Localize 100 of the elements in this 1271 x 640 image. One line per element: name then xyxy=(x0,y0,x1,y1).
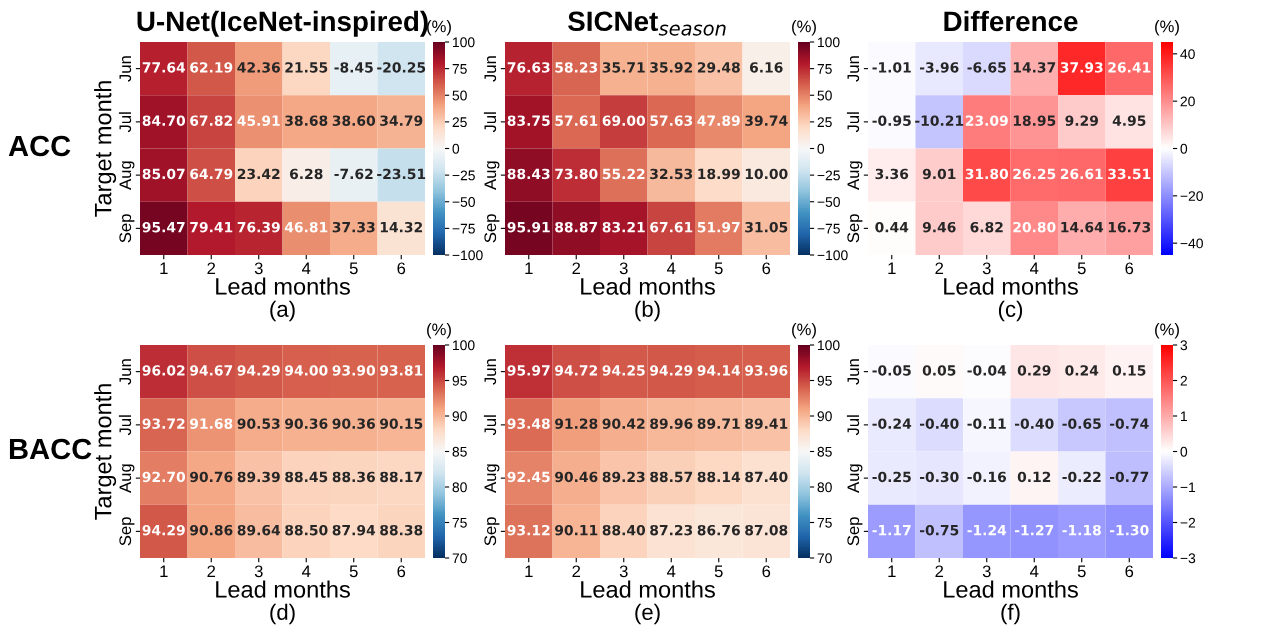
data-label: -0.16 xyxy=(967,471,1007,483)
y-tick-label: Aug xyxy=(847,464,863,493)
color-bar-label: 90 xyxy=(817,411,832,422)
x-tick-label: 6 xyxy=(762,565,771,578)
data-label: 95.97 xyxy=(507,365,550,376)
color-bar-label: 100 xyxy=(818,37,840,48)
color-bar-label: −3 xyxy=(1180,553,1196,564)
data-label: 94.67 xyxy=(190,365,233,376)
y-tick-label: Jun xyxy=(119,359,132,385)
x-axis-title: Lead months xyxy=(581,277,715,295)
color-bar-label: 40 xyxy=(1180,49,1195,59)
data-label: 21.55 xyxy=(285,62,328,73)
y-tick-label: Aug xyxy=(119,464,135,493)
data-label: 18.95 xyxy=(1013,115,1056,126)
data-label: 14.37 xyxy=(1013,62,1056,73)
color-bar-label: −2 xyxy=(1180,517,1196,528)
color-bar-label: 50 xyxy=(452,90,467,101)
x-tick-label: 5 xyxy=(1077,262,1086,275)
data-label: 96.02 xyxy=(142,365,185,376)
color-bar-label: 0 xyxy=(1180,143,1188,154)
x-tick-label: 5 xyxy=(714,565,723,578)
color-bar-label: −100 xyxy=(452,250,483,261)
color-bar-label: 95 xyxy=(452,375,467,386)
text: (e) xyxy=(635,603,660,625)
data-label: 6.28 xyxy=(289,168,323,180)
data-label: 38.68 xyxy=(285,115,328,126)
x-tick-label: 5 xyxy=(349,565,358,578)
color-bar-label: 25 xyxy=(817,117,832,128)
y-axis-title: Target month xyxy=(94,81,117,217)
x-tick-label: 6 xyxy=(397,565,406,578)
data-label: -23.51 xyxy=(377,168,426,180)
color-bar-label: 100 xyxy=(453,340,475,351)
x-tick-label: 3 xyxy=(254,565,263,578)
data-label: -0.40 xyxy=(919,418,959,429)
x-tick-label: 3 xyxy=(982,262,991,275)
data-label: 93.48 xyxy=(507,418,550,429)
color-bar-label: 20 xyxy=(1180,96,1195,107)
data-label: -0.75 xyxy=(919,524,959,536)
data-label: -1.24 xyxy=(967,524,1007,536)
color-bar-title: (%) xyxy=(1155,20,1179,36)
data-label: 46.81 xyxy=(284,221,328,233)
y-tick-label: Jun xyxy=(119,56,132,82)
color-bar-label: 100 xyxy=(818,340,840,351)
data-label: 94.72 xyxy=(555,365,598,376)
data-label: 94.14 xyxy=(697,365,741,376)
y-tick-label: Jun xyxy=(484,359,497,385)
x-axis-title: Lead months xyxy=(216,580,350,598)
color-bar-label: −1 xyxy=(1180,482,1196,493)
x-tick-label: 4 xyxy=(1030,262,1039,275)
x-tick-label: 3 xyxy=(254,262,263,275)
data-label: 57.61 xyxy=(555,115,598,126)
data-label: 20.80 xyxy=(1013,221,1056,233)
data-label: 87.08 xyxy=(745,524,788,536)
data-label: -10.21 xyxy=(915,115,964,126)
text: (d) xyxy=(270,603,295,625)
color-bar-title: (%) xyxy=(1155,323,1179,339)
data-label: 37.33 xyxy=(332,221,375,233)
data-label: 90.86 xyxy=(190,524,233,536)
color-bar-label: −20 xyxy=(1180,191,1203,201)
y-tick-label: Jul xyxy=(483,415,497,436)
data-label: 89.23 xyxy=(602,471,645,483)
data-label: -20.25 xyxy=(377,62,426,73)
data-label: 85.07 xyxy=(142,168,185,180)
data-label: 31.80 xyxy=(965,168,1009,180)
data-label: 92.45 xyxy=(507,471,550,483)
data-label: 88.17 xyxy=(380,471,423,483)
data-label: -0.40 xyxy=(1014,418,1054,429)
data-label: -0.74 xyxy=(1109,418,1149,429)
x-tick-label: 6 xyxy=(1125,262,1134,275)
x-axis-title: Lead months xyxy=(216,277,350,295)
data-label: -0.95 xyxy=(872,115,911,126)
y-tick-label: Jun xyxy=(847,56,860,82)
x-tick-label: 4 xyxy=(302,565,311,578)
data-label: 90.15 xyxy=(380,418,423,429)
data-label: 14.64 xyxy=(1061,221,1104,233)
data-label: -0.77 xyxy=(1109,471,1149,483)
color-bar-label: −50 xyxy=(817,197,840,207)
color-bar-label: −50 xyxy=(452,197,475,207)
x-axis-title: Lead months xyxy=(944,277,1078,295)
x-axis-title: Lead months xyxy=(944,580,1078,598)
data-label: 94.29 xyxy=(237,365,280,376)
data-label: 47.89 xyxy=(697,115,740,126)
data-label: -0.65 xyxy=(1062,418,1101,429)
color-bar-label: −40 xyxy=(1180,238,1203,249)
data-label: 16.73 xyxy=(1108,221,1151,233)
x-tick-label: 6 xyxy=(762,262,771,275)
color-bar-label: 80 xyxy=(452,482,467,493)
data-label: 69.00 xyxy=(602,115,646,126)
data-label: 95.47 xyxy=(142,221,185,233)
data-label: 86.76 xyxy=(697,524,740,536)
data-label: 88.87 xyxy=(555,221,598,233)
data-label: 29.48 xyxy=(697,62,740,73)
data-label: -0.22 xyxy=(1062,471,1101,483)
data-label: 18.99 xyxy=(698,168,740,180)
data-label: 0.29 xyxy=(1017,365,1051,376)
x-tick-label: 5 xyxy=(714,262,723,275)
data-label: 38.60 xyxy=(332,115,376,126)
data-label: 26.61 xyxy=(1060,168,1103,180)
x-tick-label: 2 xyxy=(572,565,581,578)
data-label: -0.05 xyxy=(872,365,911,376)
